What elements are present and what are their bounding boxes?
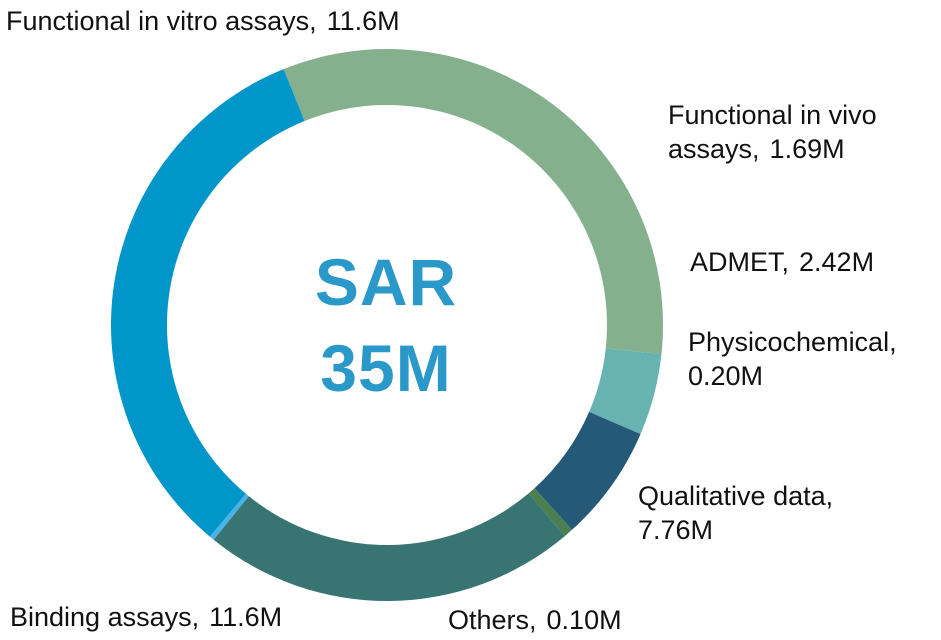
slice-name: Functional in vitro assays, [6,6,317,36]
label-functional-in-vivo: Functional in vivo assays, 1.69M [668,98,930,166]
label-physicochemical: Physicochemical, 0.20M [688,325,897,393]
donut-slice-0 [283,49,663,355]
label-others: Others, 0.10M [448,603,622,637]
slice-name: Others, [448,605,537,635]
slice-name: Binding assays, [10,602,200,632]
slice-name: Physicochemical, [688,327,897,357]
donut-slice-2 [534,411,641,530]
center-title: SAR [314,245,458,319]
slice-value: 11.6M [209,602,283,632]
slice-value: 7.76M [638,515,714,545]
label-admet: ADMET, 2.42M [690,245,874,279]
donut-slice-4 [213,493,565,601]
slice-name: Qualitative data, [638,481,834,511]
slice-name: Functional in vivo assays, [668,100,877,164]
slice-value: 0.20M [688,361,764,391]
slice-value: 0.10M [546,605,622,635]
donut-slice-3 [528,488,573,537]
label-qualitative-data: Qualitative data, 7.76M [638,479,833,547]
slice-name: ADMET, [690,247,790,277]
center-value: 35M [320,331,452,405]
label-binding-assays: Binding assays, 11.6M [10,600,282,634]
label-functional-in-vitro: Functional in vitro assays, 11.6M [6,4,400,38]
slice-value: 11.6M [326,6,400,36]
donut-slice-6 [110,69,305,537]
slice-value: 1.69M [769,134,845,164]
donut-slice-5 [209,493,249,540]
slice-value: 2.42M [799,247,875,277]
donut-slice-1 [589,348,662,435]
